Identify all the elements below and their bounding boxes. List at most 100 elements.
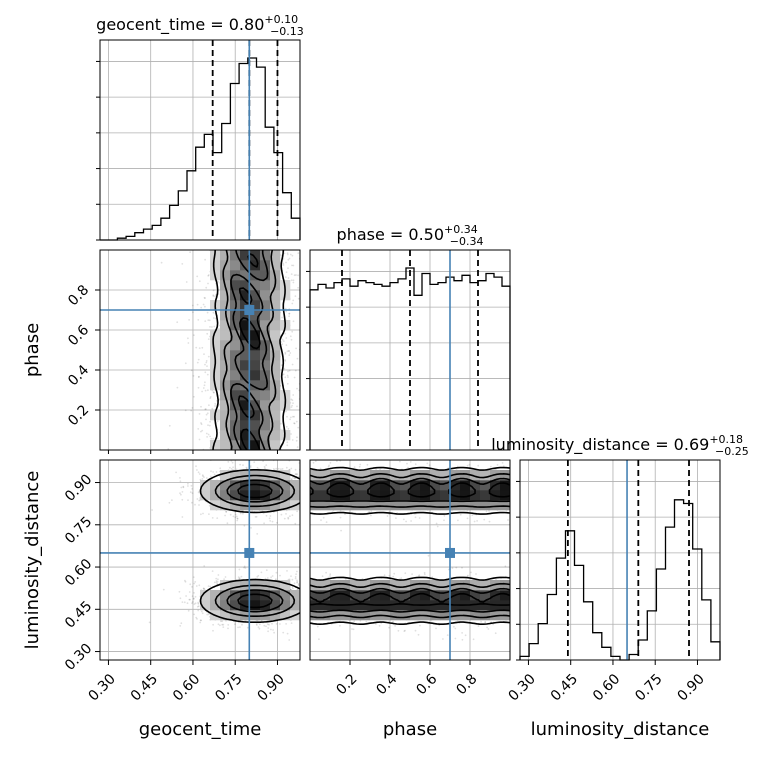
contour-level	[222, 250, 277, 450]
sample-point	[292, 279, 295, 282]
sample-point	[208, 404, 210, 407]
sample-point	[207, 585, 210, 587]
sample-point	[208, 424, 211, 427]
sample-point	[451, 567, 454, 569]
density-bin	[240, 490, 251, 501]
density-bin	[250, 390, 261, 401]
panel-2d-phase-luminosity_distance	[310, 460, 510, 641]
sample-point	[297, 584, 300, 587]
density-bin	[250, 360, 261, 371]
density-bin	[260, 420, 271, 431]
sample-point	[215, 580, 218, 582]
sample-point	[269, 520, 272, 522]
sample-point	[286, 374, 289, 377]
sample-point	[295, 347, 297, 350]
sample-point	[276, 521, 278, 524]
sample-point	[240, 575, 243, 578]
sample-point	[194, 581, 197, 583]
sample-point	[297, 426, 300, 429]
sample-point	[289, 253, 292, 256]
sample-point	[484, 621, 487, 624]
sample-point	[236, 519, 239, 522]
density-bin	[250, 490, 261, 501]
sample-point	[237, 626, 240, 629]
sample-point	[256, 466, 259, 469]
contour-level	[237, 483, 273, 609]
sample-point	[254, 516, 257, 518]
sample-point	[291, 399, 294, 402]
sample-point	[227, 624, 230, 626]
density-bin	[280, 470, 291, 481]
sample-point	[214, 405, 216, 407]
sample-point	[285, 513, 287, 515]
sample-point	[192, 598, 195, 600]
density-bin	[280, 580, 291, 591]
sample-point	[454, 637, 457, 640]
density-bin	[270, 470, 281, 481]
sample-point	[216, 420, 219, 423]
sample-point	[179, 480, 182, 483]
sample-point	[322, 516, 325, 519]
sample-point	[243, 565, 246, 568]
sample-point	[207, 389, 209, 392]
sample-point	[243, 566, 246, 569]
sample-point	[223, 578, 226, 580]
sample-point	[294, 577, 297, 580]
sample-point	[296, 579, 298, 582]
sample-point	[200, 430, 202, 433]
sample-point	[175, 471, 178, 474]
sample-point	[187, 499, 189, 501]
density-bin	[270, 250, 281, 261]
panel-frame	[99, 459, 301, 661]
sample-point	[181, 601, 184, 603]
density-bin	[260, 490, 271, 501]
sample-point	[206, 373, 209, 376]
sample-point	[206, 412, 209, 415]
sample-point	[225, 510, 228, 513]
density-bin	[260, 360, 271, 371]
sample-point	[189, 491, 192, 493]
sample-point	[321, 575, 324, 578]
sample-point	[296, 510, 298, 513]
sample-point	[404, 572, 407, 575]
sample-point	[286, 350, 289, 353]
sample-point	[316, 625, 319, 628]
sample-point	[268, 517, 271, 520]
sample-point	[181, 498, 184, 501]
sample-point	[283, 252, 286, 255]
sample-point	[281, 468, 284, 470]
sample-point	[198, 413, 201, 415]
sample-point	[206, 332, 209, 335]
sample-point	[249, 465, 252, 467]
density-bin	[220, 290, 231, 301]
sample-point	[443, 514, 446, 517]
sample-point	[210, 437, 213, 440]
sample-point	[182, 486, 185, 489]
sample-point	[256, 624, 258, 626]
density-bin	[240, 350, 251, 361]
sample-point	[209, 326, 211, 328]
sample-point	[244, 567, 247, 569]
sample-point	[176, 321, 179, 324]
sample-point	[370, 514, 372, 517]
sample-point	[291, 264, 293, 267]
density-bin	[270, 400, 281, 411]
density-bin	[250, 420, 261, 431]
density-bin	[220, 470, 231, 481]
sample-point	[193, 603, 196, 605]
sample-point	[446, 634, 449, 636]
sample-point	[178, 590, 181, 593]
sample-point	[293, 422, 296, 425]
sample-point	[180, 493, 182, 496]
sample-point	[200, 423, 203, 426]
sample-point	[292, 299, 295, 302]
sample-point	[184, 580, 187, 583]
sample-point	[272, 468, 275, 470]
density-bin	[280, 590, 291, 601]
sample-point	[287, 517, 290, 520]
sample-point	[285, 410, 287, 413]
sample-point	[284, 359, 286, 361]
sample-point	[265, 464, 268, 466]
density-bin	[240, 260, 251, 271]
